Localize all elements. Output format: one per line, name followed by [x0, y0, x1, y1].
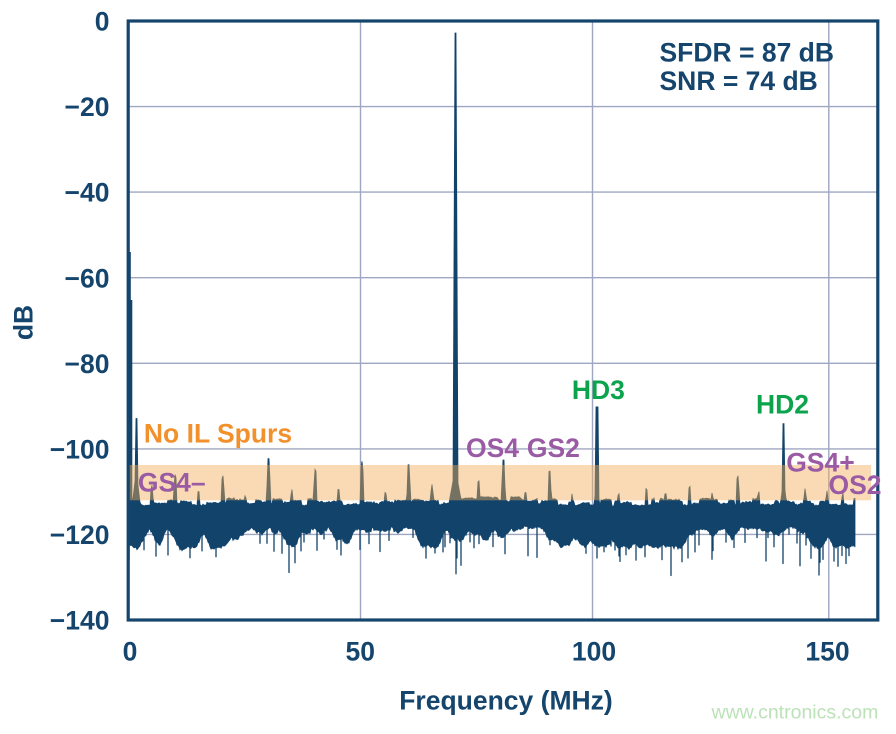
svg-text:100: 100	[572, 637, 616, 667]
svg-text:HD3: HD3	[572, 375, 625, 405]
svg-text:−120: −120	[50, 520, 110, 550]
svg-text:−60: −60	[65, 263, 110, 293]
svg-text:50: 50	[346, 637, 375, 667]
svg-text:−20: −20	[65, 92, 110, 122]
svg-text:GS2: GS2	[527, 433, 580, 463]
svg-text:dB: dB	[9, 305, 39, 340]
svg-text:www.cntronics.com: www.cntronics.com	[711, 702, 879, 724]
svg-text:SNR = 74 dB: SNR = 74 dB	[660, 66, 818, 96]
svg-text:0: 0	[123, 637, 138, 667]
svg-text:GS4+: GS4+	[786, 448, 855, 478]
svg-text:No IL Spurs: No IL Spurs	[144, 418, 292, 448]
svg-text:−100: −100	[50, 435, 110, 465]
svg-text:−140: −140	[50, 606, 110, 636]
svg-text:−80: −80	[65, 349, 110, 379]
svg-text:150: 150	[805, 637, 849, 667]
svg-text:Frequency (MHz): Frequency (MHz)	[399, 686, 613, 716]
svg-text:OS4: OS4	[466, 433, 519, 463]
svg-text:OS2: OS2	[829, 470, 882, 500]
svg-text:HD2: HD2	[756, 389, 809, 419]
svg-text:GS4–: GS4–	[138, 468, 206, 498]
svg-text:SFDR = 87 dB: SFDR = 87 dB	[660, 38, 835, 68]
svg-text:−40: −40	[65, 178, 110, 208]
svg-text:0: 0	[95, 7, 110, 37]
